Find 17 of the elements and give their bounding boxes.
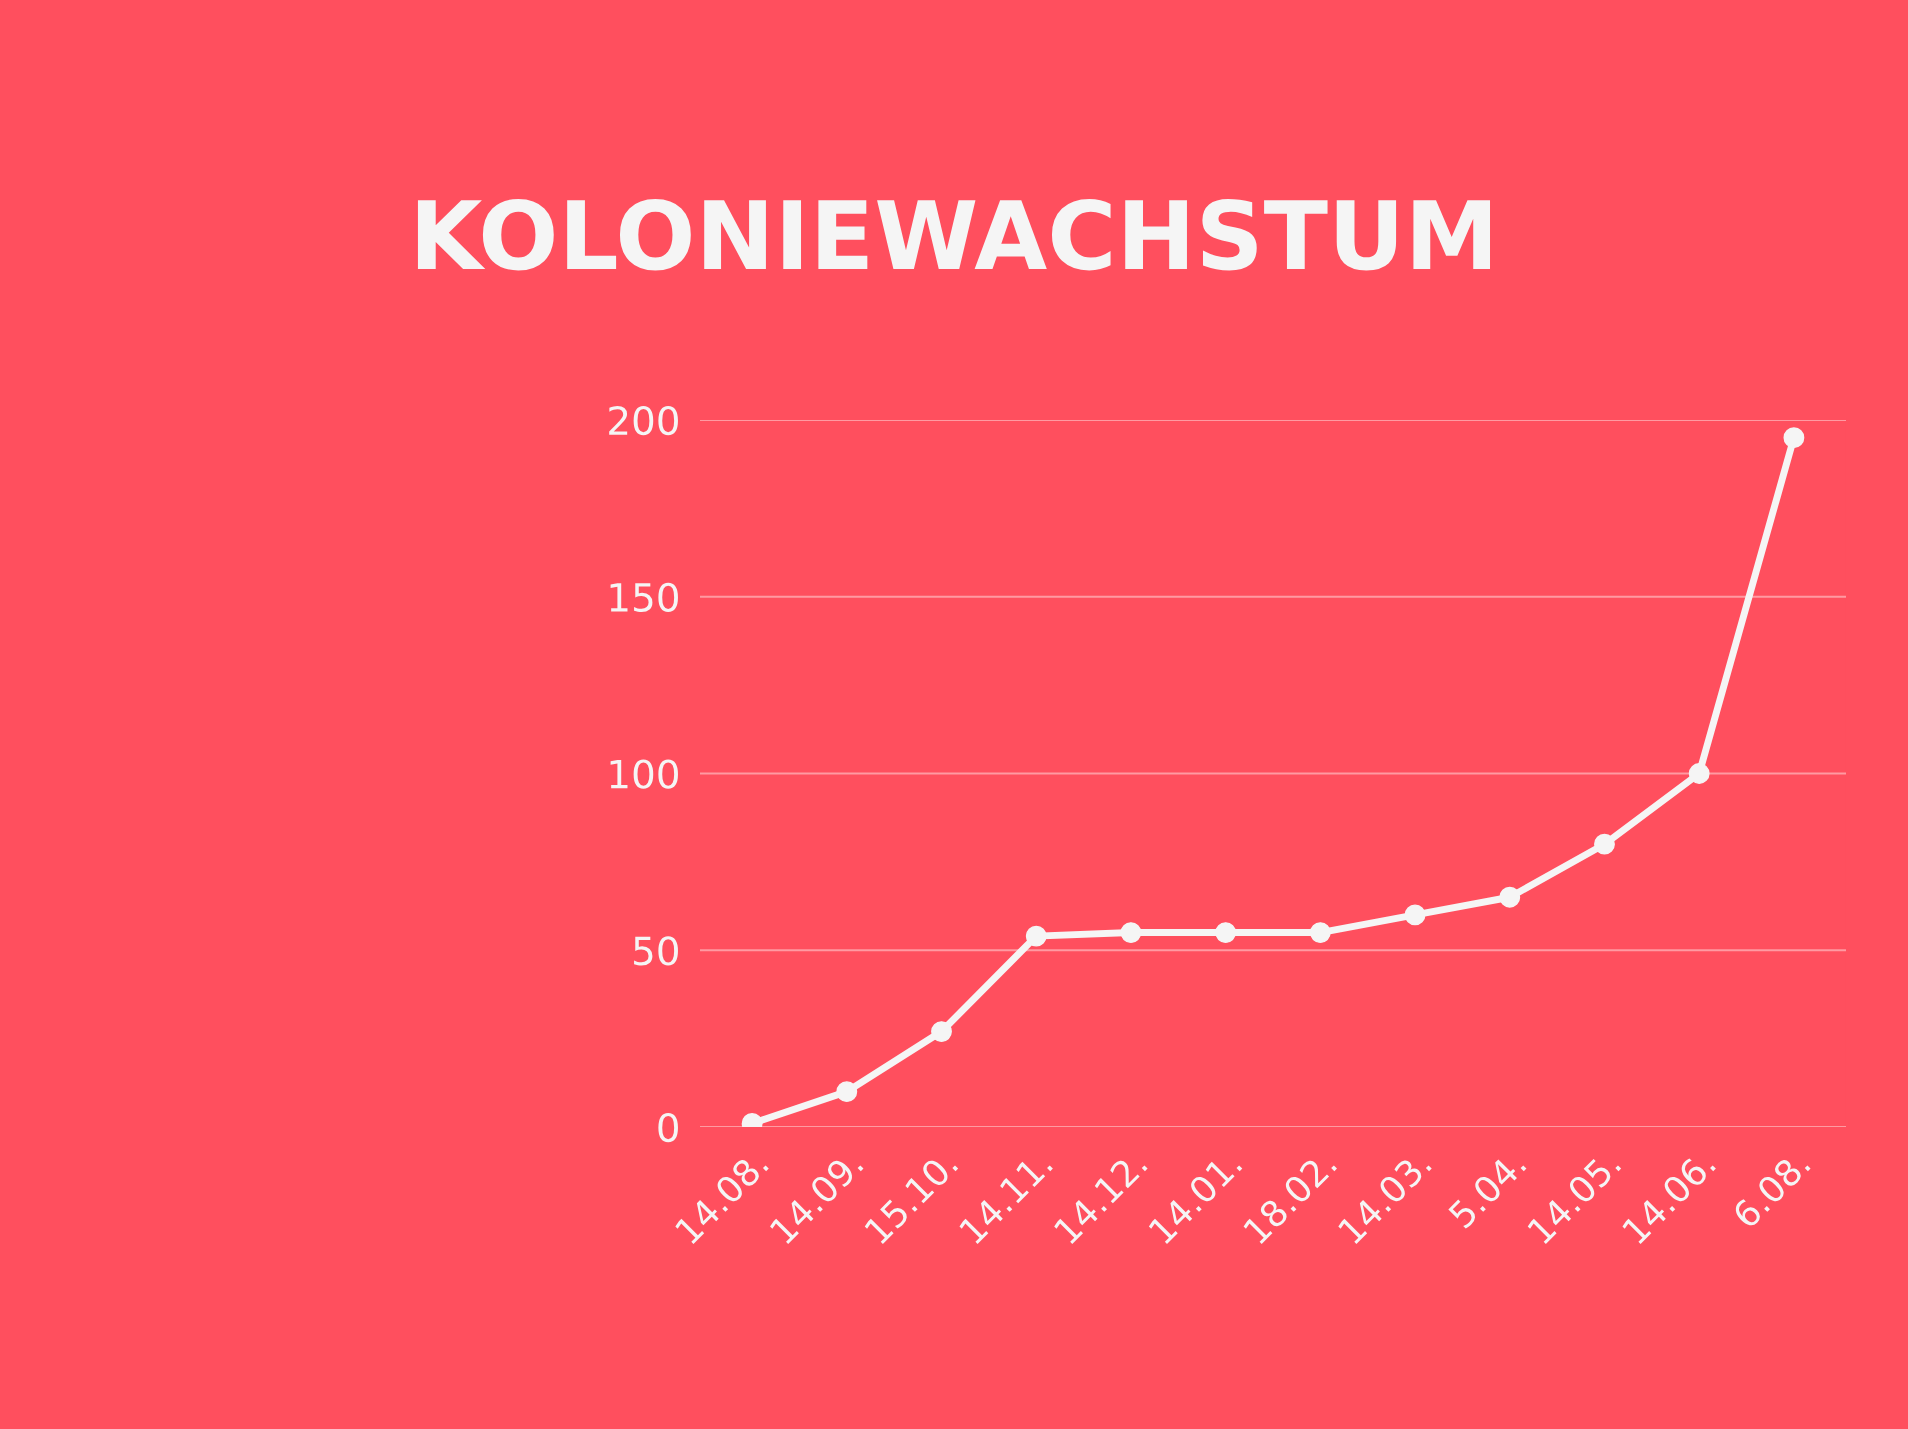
point xyxy=(1688,763,1710,784)
point xyxy=(1404,904,1426,926)
y-tick-label: 0 xyxy=(658,1112,678,1143)
chart-title: KOLONIEWACHSTUM xyxy=(417,198,1491,271)
y-tick-label: 50 xyxy=(634,936,678,966)
point xyxy=(1120,922,1142,943)
point xyxy=(1025,925,1047,947)
point xyxy=(836,1081,858,1103)
point xyxy=(1783,427,1805,449)
y-tick-label: 200 xyxy=(609,405,678,436)
point xyxy=(1499,886,1521,908)
y-tick-label: 150 xyxy=(610,582,678,613)
point xyxy=(1215,922,1237,943)
point xyxy=(1309,922,1331,943)
point xyxy=(931,1021,952,1042)
y-tick-label: 100 xyxy=(610,759,678,789)
point xyxy=(1594,833,1615,855)
